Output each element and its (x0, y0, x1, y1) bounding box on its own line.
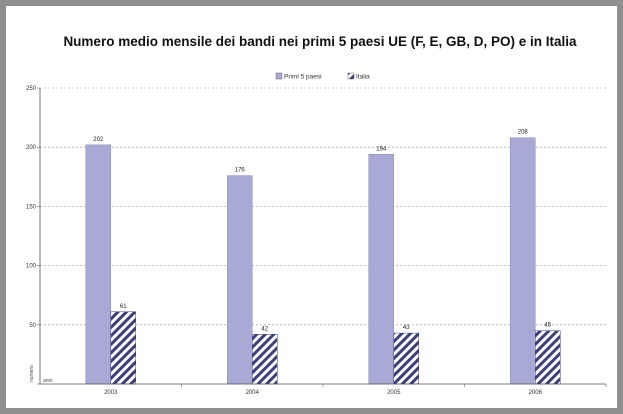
data-label: 176 (235, 168, 246, 174)
bar-primi5-2005 (368, 154, 394, 385)
x-tick-label: 2005 (387, 390, 401, 396)
bar-italia-2005 (393, 332, 419, 385)
y-tick-label: 50 (29, 323, 36, 329)
y-axis-title: numero (29, 365, 35, 382)
data-label: 43 (403, 325, 410, 331)
y-tick-label: 150 (26, 204, 37, 210)
bar-italia-2003 (110, 311, 136, 385)
chart-frame: Numero medio mensile dei bandi nei primi… (6, 6, 617, 408)
legend-swatch-2 (347, 72, 355, 80)
x-axis-ticks: 2003 2004 2005 2006 (104, 384, 607, 396)
zero-tick-label: anni (43, 378, 52, 384)
chart-title: Numero medio mensile dei bandi nei primi… (63, 34, 577, 49)
y-tick-label: 250 (26, 86, 37, 92)
bar-italia-2006 (535, 330, 561, 385)
bar-primi5-2004 (227, 175, 253, 385)
legend: Primi 5 paesi Italia (275, 72, 370, 81)
data-label: 202 (93, 137, 104, 143)
x-tick-label: 2006 (529, 390, 543, 396)
legend-swatch-1 (275, 72, 283, 80)
y-tick-label: 200 (26, 145, 37, 151)
bar-primi5-2006 (510, 137, 536, 385)
data-label: 42 (261, 326, 268, 332)
bar-primi5-2003 (85, 144, 111, 385)
y-tick-label: 100 (26, 264, 37, 270)
data-label: 194 (376, 146, 387, 152)
data-label: 61 (120, 304, 127, 310)
y-axis-ticks: 50 100 150 200 250 (26, 86, 40, 385)
legend-label-2: Italia (356, 74, 370, 81)
x-tick-label: 2003 (104, 390, 118, 396)
x-tick-label: 2004 (246, 390, 260, 396)
bar-italia-2004 (252, 334, 278, 385)
data-label: 208 (518, 130, 529, 136)
bar-chart: Numero medio mensile dei bandi nei primi… (26, 34, 607, 396)
bars: 202 61 176 42 194 43 208 45 (85, 130, 561, 385)
data-label: 45 (544, 323, 551, 329)
legend-label-1: Primi 5 paesi (284, 74, 322, 81)
